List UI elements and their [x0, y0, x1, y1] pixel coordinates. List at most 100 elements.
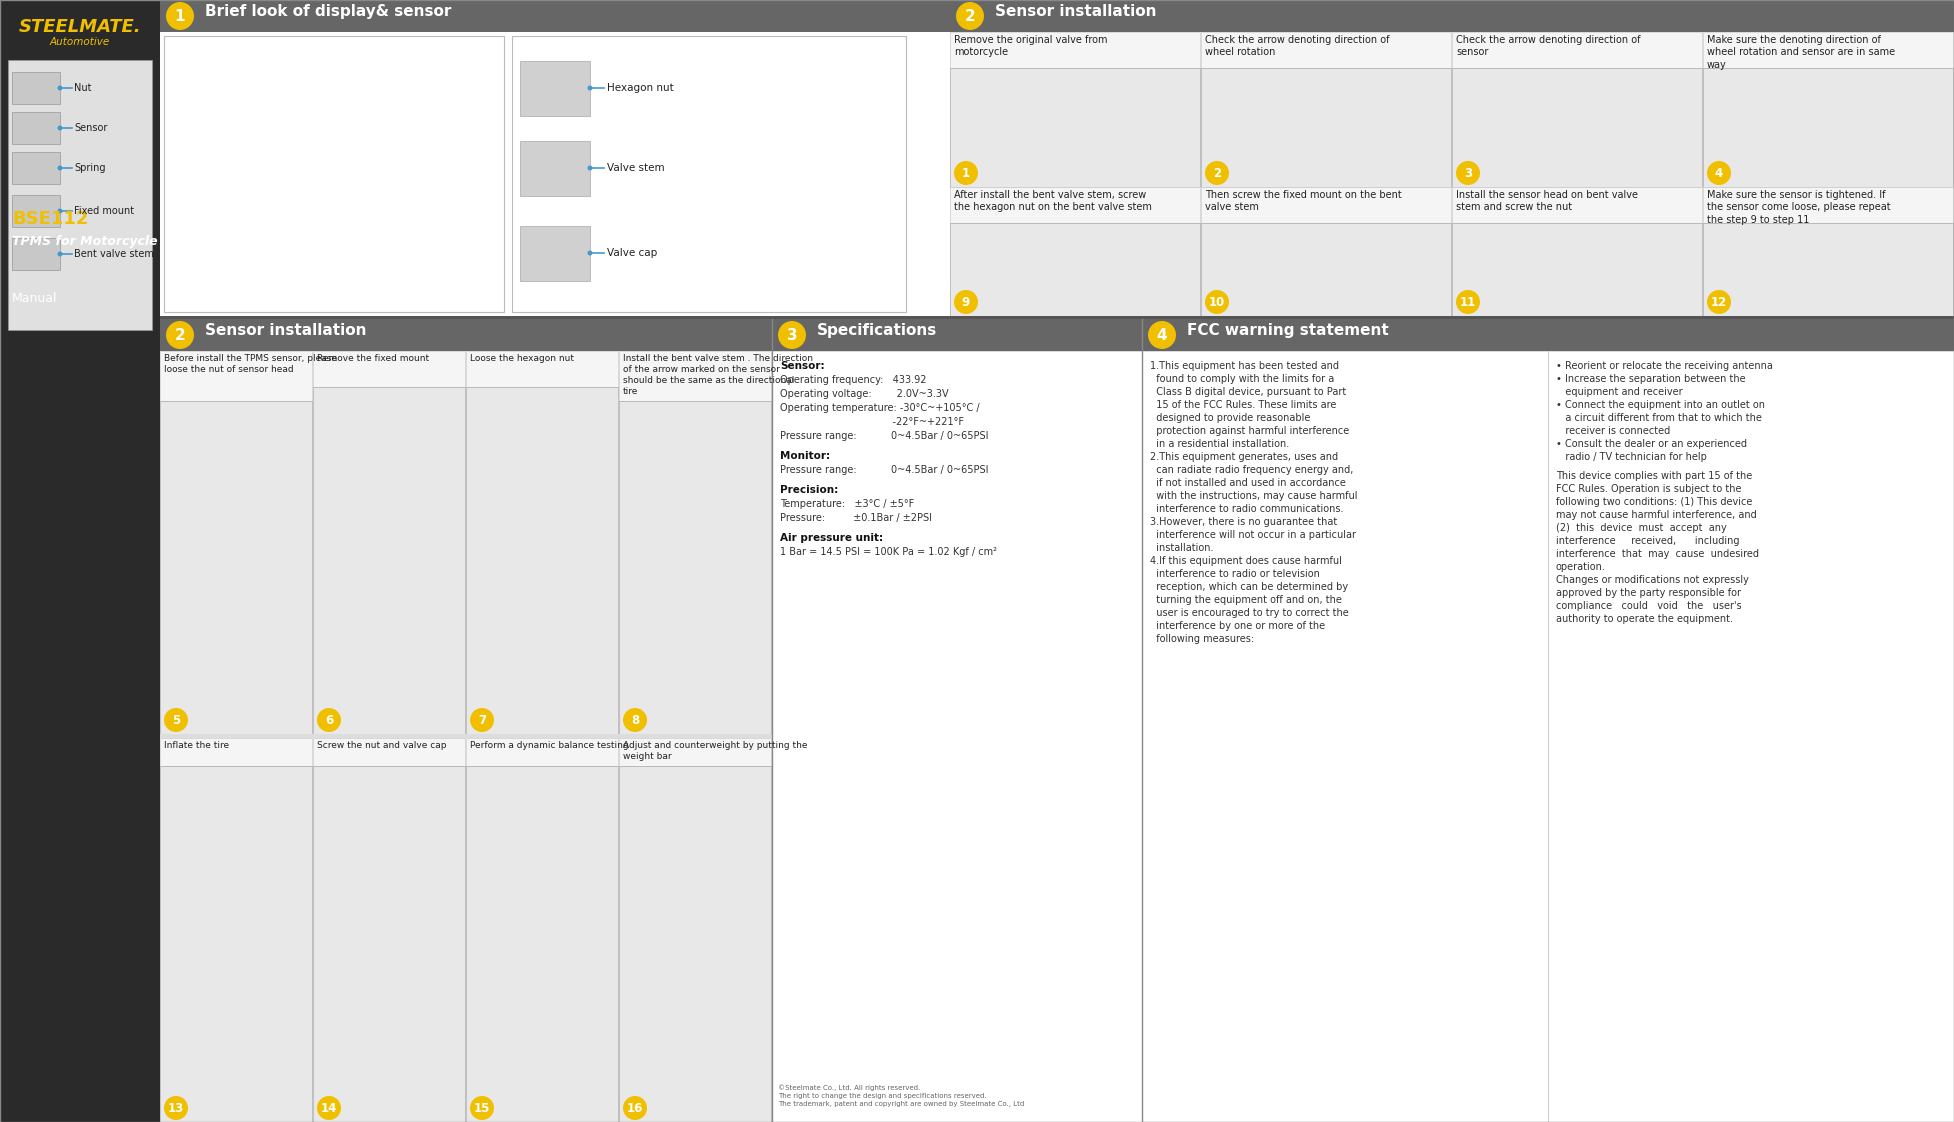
Circle shape: [1149, 321, 1176, 349]
Circle shape: [1708, 289, 1731, 314]
Text: 14: 14: [320, 1102, 338, 1114]
Bar: [160, 738, 313, 766]
Circle shape: [57, 209, 63, 213]
Text: ©Steelmate Co., Ltd. All rights reserved.
The right to change the design and spe: ©Steelmate Co., Ltd. All rights reserved…: [778, 1084, 1024, 1106]
Circle shape: [588, 166, 592, 171]
Text: • Reorient or relocate the receiving antenna: • Reorient or relocate the receiving ant…: [1555, 361, 1772, 371]
Text: Check the arrow denoting direction of
wheel rotation: Check the arrow denoting direction of wh…: [1206, 35, 1389, 57]
Circle shape: [57, 166, 63, 171]
Circle shape: [471, 1096, 494, 1120]
Text: 12: 12: [1712, 295, 1727, 309]
Text: Specifications: Specifications: [817, 323, 938, 338]
Bar: [0, 0, 160, 1122]
Text: Air pressure unit:: Air pressure unit:: [780, 533, 883, 543]
Text: TPMS for Motorcycle: TPMS for Motorcycle: [12, 234, 158, 248]
Circle shape: [956, 2, 985, 30]
Text: in a residential installation.: in a residential installation.: [1151, 439, 1290, 449]
Bar: [12, 238, 61, 270]
Text: receiver is connected: receiver is connected: [1555, 426, 1671, 436]
Circle shape: [954, 289, 979, 314]
Text: 2.This equipment generates, uses and: 2.This equipment generates, uses and: [1151, 452, 1338, 462]
Bar: [950, 33, 1200, 68]
Text: Remove the original valve from
motorcycle: Remove the original valve from motorcycl…: [954, 35, 1108, 57]
Circle shape: [166, 321, 193, 349]
Text: 2: 2: [965, 9, 975, 24]
Text: Remove the fixed mount: Remove the fixed mount: [317, 355, 430, 364]
Text: a circuit different from that to which the: a circuit different from that to which t…: [1555, 413, 1763, 423]
Text: Precision:: Precision:: [780, 485, 838, 495]
Text: equipment and receiver: equipment and receiver: [1555, 387, 1682, 397]
Bar: [1452, 33, 1702, 68]
Text: Operating voltage:        2.0V~3.3V: Operating voltage: 2.0V~3.3V: [780, 389, 948, 399]
Text: 1 Bar = 14.5 PSI = 100K Pa = 1.02 Kgf / cm²: 1 Bar = 14.5 PSI = 100K Pa = 1.02 Kgf / …: [780, 548, 997, 557]
Bar: [160, 734, 772, 738]
Bar: [1704, 33, 1952, 68]
Bar: [160, 401, 313, 734]
Text: found to comply with the limits for a: found to comply with the limits for a: [1151, 374, 1335, 384]
Text: 4: 4: [1157, 328, 1167, 342]
Text: Temperature:   ±3°C / ±5°F: Temperature: ±3°C / ±5°F: [780, 499, 914, 509]
Text: Automotive: Automotive: [51, 37, 109, 47]
Bar: [1452, 187, 1702, 223]
Text: Install the sensor head on bent valve
stem and screw the nut: Install the sensor head on bent valve st…: [1456, 190, 1637, 212]
Text: designed to provide reasonable: designed to provide reasonable: [1151, 413, 1311, 423]
Text: 7: 7: [479, 714, 487, 727]
Text: interference will not occur in a particular: interference will not occur in a particu…: [1151, 530, 1356, 540]
Text: Sensor: Sensor: [74, 123, 107, 134]
Text: This device complies with part 15 of the: This device complies with part 15 of the: [1555, 471, 1753, 481]
Text: Valve stem: Valve stem: [608, 163, 664, 173]
Bar: [1704, 187, 1952, 223]
Bar: [772, 351, 1141, 1122]
Circle shape: [57, 85, 63, 91]
Circle shape: [1708, 160, 1731, 185]
Bar: [465, 738, 617, 766]
Text: 1.This equipment has been tested and: 1.This equipment has been tested and: [1151, 361, 1338, 371]
Bar: [1452, 68, 1702, 187]
Circle shape: [778, 321, 805, 349]
Bar: [160, 319, 772, 351]
Text: 8: 8: [631, 714, 639, 727]
Text: interference to radio or television: interference to radio or television: [1151, 569, 1319, 579]
Text: Hexagon nut: Hexagon nut: [608, 83, 674, 93]
Text: Sensor:: Sensor:: [780, 361, 825, 371]
Text: Nut: Nut: [74, 83, 92, 93]
Text: Pressure range:           0~4.5Bar / 0~65PSI: Pressure range: 0~4.5Bar / 0~65PSI: [780, 465, 989, 475]
Bar: [313, 387, 465, 734]
Text: Operating frequency:   433.92: Operating frequency: 433.92: [780, 375, 926, 385]
Text: compliance   could   void   the   user's: compliance could void the user's: [1555, 601, 1741, 611]
Text: 1: 1: [961, 166, 969, 180]
Text: 6: 6: [324, 714, 332, 727]
Bar: [950, 0, 1954, 33]
Text: 3: 3: [1464, 166, 1471, 180]
Circle shape: [317, 1096, 342, 1120]
Text: 16: 16: [627, 1102, 643, 1114]
Text: 4.If this equipment does cause harmful: 4.If this equipment does cause harmful: [1151, 557, 1342, 565]
Text: interference     received,      including: interference received, including: [1555, 536, 1739, 546]
Text: 10: 10: [1210, 295, 1225, 309]
Text: reception, which can be determined by: reception, which can be determined by: [1151, 582, 1348, 592]
Bar: [950, 68, 1200, 187]
Bar: [12, 72, 61, 104]
Circle shape: [588, 250, 592, 256]
Bar: [12, 195, 61, 227]
Text: Monitor:: Monitor:: [780, 451, 830, 461]
Circle shape: [166, 2, 193, 30]
Text: Loose the hexagon nut: Loose the hexagon nut: [471, 355, 574, 364]
Text: radio / TV technician for help: radio / TV technician for help: [1555, 452, 1708, 462]
Text: 15 of the FCC Rules. These limits are: 15 of the FCC Rules. These limits are: [1151, 401, 1337, 410]
Circle shape: [623, 1096, 647, 1120]
Text: authority to operate the equipment.: authority to operate the equipment.: [1555, 614, 1733, 624]
Text: Make sure the sensor is tightened. If
the sensor come loose, please repeat
the s: Make sure the sensor is tightened. If th…: [1708, 190, 1891, 224]
Text: FCC Rules. Operation is subject to the: FCC Rules. Operation is subject to the: [1555, 484, 1741, 494]
Bar: [164, 36, 504, 312]
Text: 15: 15: [473, 1102, 490, 1114]
Bar: [160, 766, 313, 1122]
Text: Sensor installation: Sensor installation: [205, 323, 367, 338]
Circle shape: [57, 251, 63, 257]
Bar: [1704, 68, 1952, 187]
Text: Screw the nut and valve cap: Screw the nut and valve cap: [317, 741, 447, 749]
Text: 3: 3: [787, 328, 797, 342]
Text: 11: 11: [1460, 295, 1475, 309]
Text: 2: 2: [1213, 166, 1221, 180]
Text: Sensor installation: Sensor installation: [995, 4, 1157, 19]
